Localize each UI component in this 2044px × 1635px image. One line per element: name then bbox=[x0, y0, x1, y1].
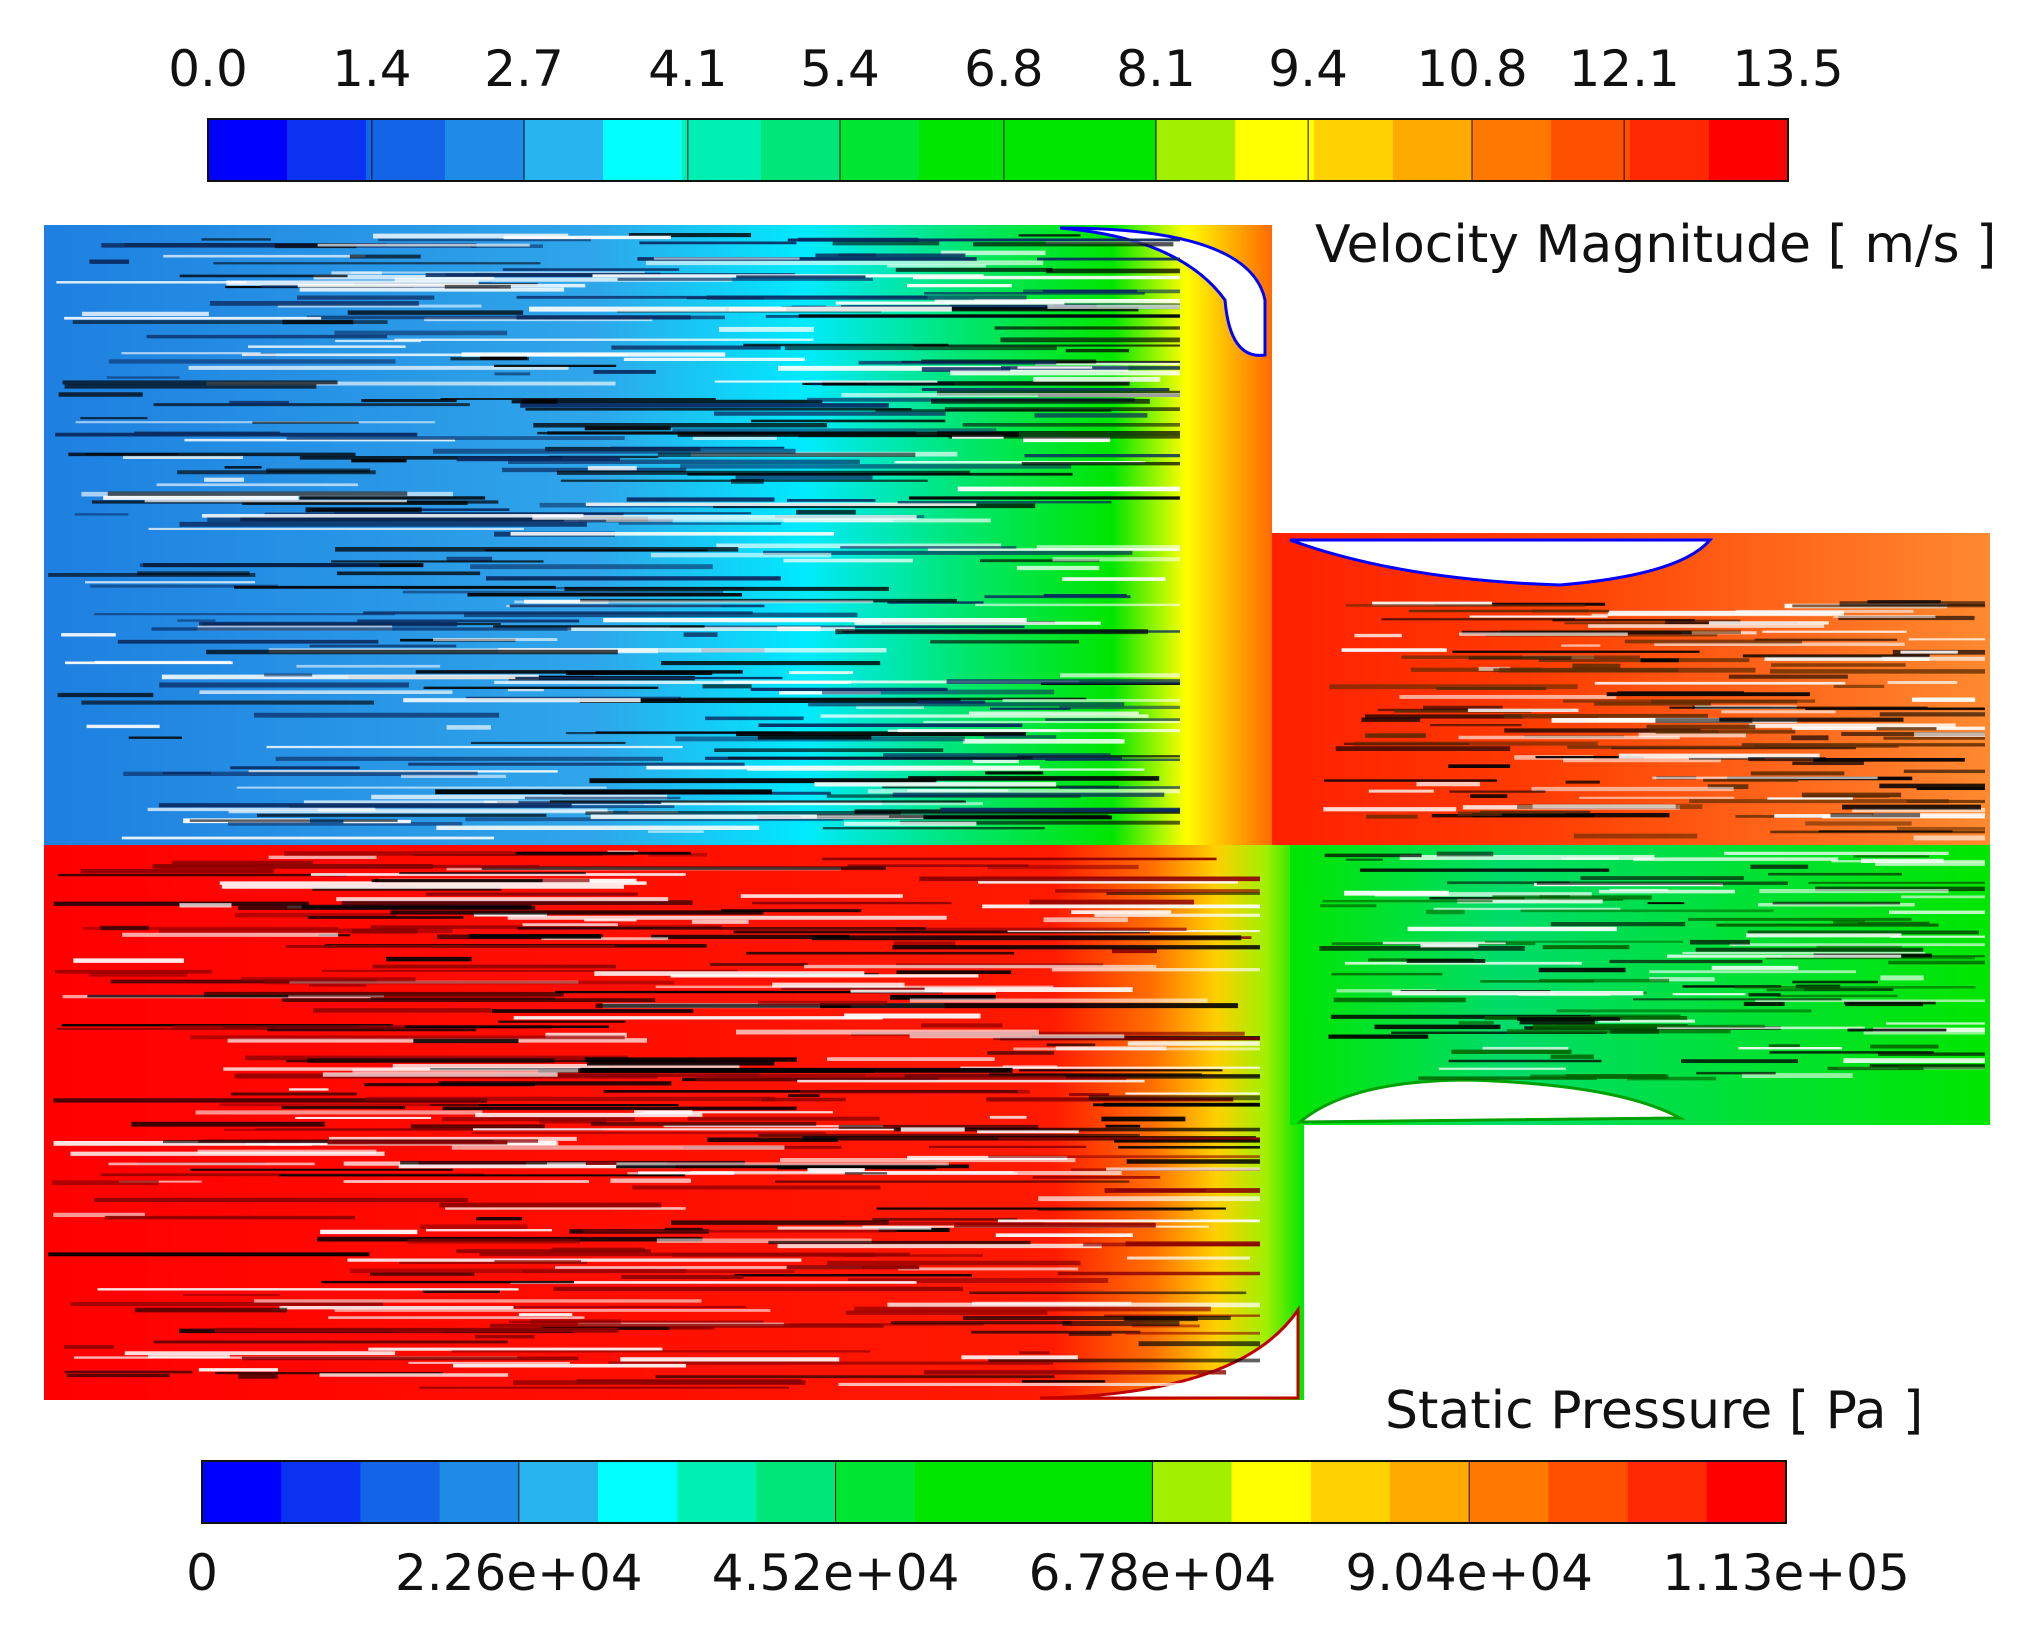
pressure-colorbar-segment bbox=[1152, 1461, 1233, 1523]
pressure-colorbar-segment bbox=[202, 1461, 282, 1523]
pressure-colorbar-segment bbox=[835, 1461, 916, 1523]
pressure-colorbar-segment bbox=[756, 1461, 837, 1523]
velocity-tick-label: 5.4 bbox=[800, 40, 880, 98]
velocity-tick-label: 6.8 bbox=[964, 40, 1044, 98]
pressure-colorbar-segment bbox=[1469, 1461, 1549, 1523]
velocity-colorbar-segment bbox=[366, 119, 446, 181]
pressure-colorbar-segment bbox=[1231, 1461, 1312, 1523]
velocity-colorbar-segment bbox=[445, 119, 525, 181]
pressure-colorbar-segment bbox=[1706, 1461, 1787, 1523]
velocity-colorbar-segment bbox=[840, 119, 920, 181]
velocity-colorbar-segment bbox=[998, 119, 1078, 181]
pressure-colorbar-segment bbox=[1627, 1461, 1708, 1523]
velocity-colorbar-segment bbox=[208, 119, 288, 181]
pressure-colorbar bbox=[201, 1460, 1787, 1524]
velocity-tick-label: 13.5 bbox=[1732, 40, 1843, 98]
pressure-colorbar-ticks: 0 2.26e+04 4.52e+04 6.78e+04 9.04e+04 1.13e+0… bbox=[186, 1461, 1910, 1602]
velocity-colorbar-segment bbox=[1472, 119, 1552, 181]
velocity-colorbar-ticks: 0.0 1.4 2.7 4.1 5.4 6.8 8.1 9.4 10.8 12.1 13.5 bbox=[168, 40, 1844, 181]
velocity-tick-label: 0.0 bbox=[168, 40, 248, 98]
pressure-colorbar-segment bbox=[1073, 1461, 1153, 1523]
pressure-separation-bubble bbox=[1295, 1078, 1686, 1124]
pressure-colorbar-segment bbox=[360, 1461, 441, 1523]
velocity-tick-label: 1.4 bbox=[332, 40, 412, 98]
velocity-colorbar-segment bbox=[1314, 119, 1394, 181]
velocity-colorbar-segment bbox=[1630, 119, 1710, 181]
pressure-colorbar-segment bbox=[281, 1461, 361, 1523]
pressure-colorbar-segment bbox=[439, 1461, 520, 1523]
velocity-colorbar-segment bbox=[1156, 119, 1236, 181]
velocity-field-title: Velocity Magnitude [ m/s ] bbox=[1315, 215, 1996, 275]
pressure-colorbar-segment bbox=[518, 1461, 599, 1523]
pressure-colorbar-segment bbox=[994, 1461, 1074, 1523]
pressure-colorbar-segment bbox=[677, 1461, 757, 1523]
velocity-colorbar-segment bbox=[1709, 119, 1789, 181]
velocity-colorbar-segment bbox=[287, 119, 367, 181]
pressure-tick-label: 1.13e+05 bbox=[1662, 1544, 1910, 1602]
velocity-colorbar-segment bbox=[524, 119, 604, 181]
pressure-tick-label: 6.78e+04 bbox=[1029, 1544, 1277, 1602]
pressure-colorbar-segment bbox=[1390, 1461, 1470, 1523]
velocity-colorbar-segment bbox=[1393, 119, 1473, 181]
velocity-tick-label: 4.1 bbox=[648, 40, 728, 98]
pressure-colorbar-segment bbox=[914, 1461, 995, 1523]
velocity-colorbar-segment bbox=[1235, 119, 1315, 181]
velocity-separation-bubble bbox=[1289, 538, 1714, 587]
velocity-colorbar-segment bbox=[682, 119, 762, 181]
pressure-colorbar-segment bbox=[598, 1461, 678, 1523]
velocity-colorbar-segment bbox=[1551, 119, 1631, 181]
velocity-colorbar-segment bbox=[603, 119, 683, 181]
velocity-recirculation-zone bbox=[1059, 226, 1267, 357]
pressure-tick-label: 0 bbox=[186, 1544, 218, 1602]
velocity-tick-label: 12.1 bbox=[1568, 40, 1679, 98]
pressure-recirculation-zone bbox=[1039, 1305, 1300, 1400]
velocity-tick-label: 9.4 bbox=[1268, 40, 1348, 98]
velocity-tick-label: 2.7 bbox=[484, 40, 564, 98]
pressure-tick-label: 2.26e+04 bbox=[395, 1544, 643, 1602]
velocity-colorbar-segment bbox=[761, 119, 841, 181]
velocity-tick-label: 8.1 bbox=[1116, 40, 1196, 98]
pressure-tick-label: 9.04e+04 bbox=[1345, 1544, 1593, 1602]
pressure-colorbar-segment bbox=[1548, 1461, 1629, 1523]
velocity-colorbar bbox=[207, 118, 1789, 182]
pressure-streamlines bbox=[48, 850, 1985, 1389]
velocity-field bbox=[44, 225, 1990, 845]
velocity-tick-label: 10.8 bbox=[1416, 40, 1527, 98]
velocity-colorbar-segment bbox=[1077, 119, 1157, 181]
velocity-colorbar-segment bbox=[919, 119, 999, 181]
pressure-tick-label: 4.52e+04 bbox=[712, 1544, 960, 1602]
pressure-colorbar-segment bbox=[1310, 1461, 1391, 1523]
velocity-streamlines bbox=[48, 232, 1985, 841]
pressure-field-title: Static Pressure [ Pa ] bbox=[1385, 1381, 1923, 1441]
pressure-field bbox=[44, 845, 1990, 1400]
